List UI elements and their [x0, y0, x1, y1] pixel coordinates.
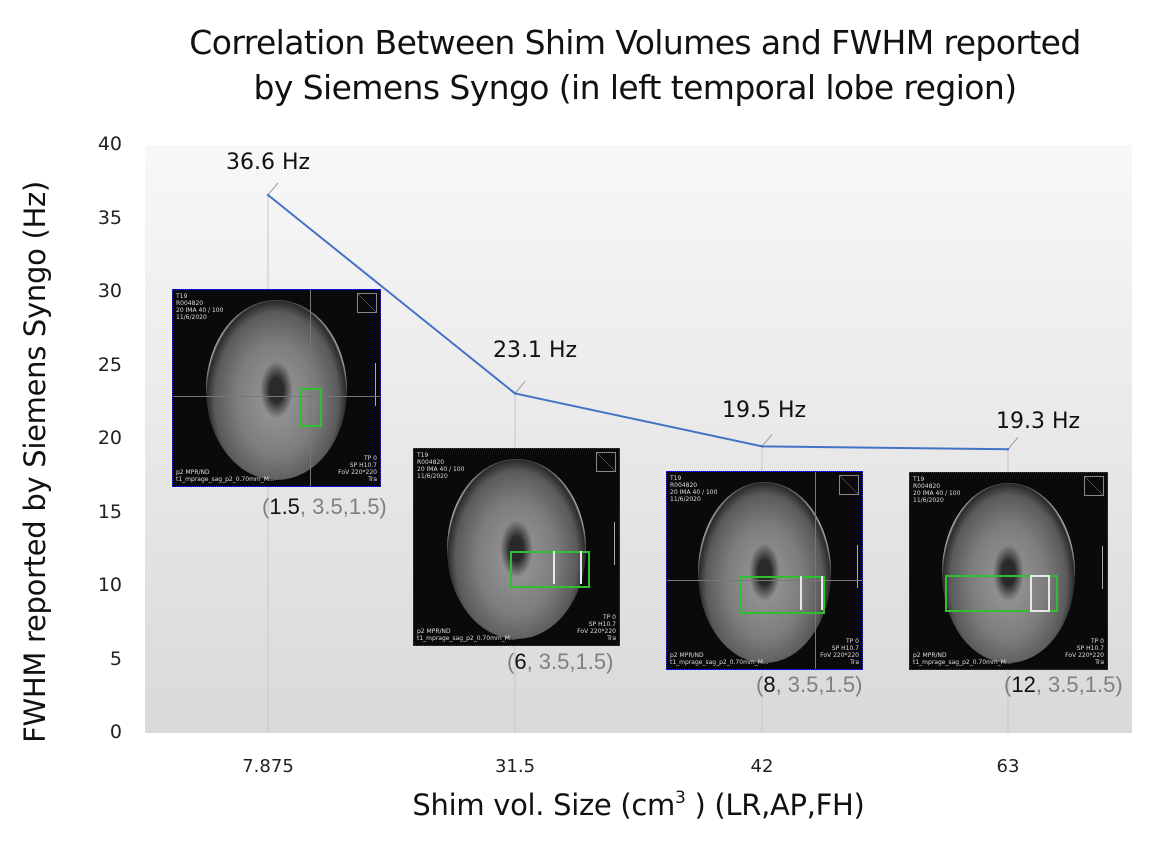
shim-lr-dimension: 8 — [763, 672, 776, 697]
data-point — [760, 445, 764, 448]
orientation-corner-icon — [839, 475, 859, 495]
scan-footer-left-text: p2 MPR/ND t1_mprage_sag_p2_0.70mm_M... — [670, 652, 769, 666]
scale-bar — [369, 362, 376, 406]
shim-ap-fh-dimensions: , 3.5,1.5) — [526, 649, 614, 674]
crosshair-horizontal — [173, 395, 380, 397]
ventricles — [992, 543, 1025, 603]
data-label: 23.1 Hz — [492, 338, 578, 364]
shim-dimension-label: (12, 3.5,1.5) — [1004, 672, 1123, 697]
scan-footer-right-text: TP 0 SP H10.7 FoV 220*220 Tra — [820, 638, 859, 666]
shim-lr-dimension: 6 — [514, 649, 527, 674]
chart-title-line-1: Correlation Between Shim Volumes and FWH… — [189, 23, 1081, 62]
data-label-leader-line — [514, 381, 526, 394]
mri-inset-image: T19 R004820 20 IMA 40 / 100 11/6/2020 p2 MPR… — [172, 289, 381, 487]
y-tick-label: 5 — [109, 647, 122, 670]
x-axis-label-suffix: ) (LR,AP,FH) — [685, 788, 865, 822]
shim-ap-fh-dimensions: , 3.5,1.5) — [1035, 672, 1123, 697]
series-line-fwhm — [267, 194, 1009, 451]
x-tick-label: 31.5 — [494, 756, 536, 777]
x-axis-label: Shim vol. Size (cm3 ) (LR,AP,FH) — [145, 788, 1132, 822]
shim-lr-dimension: 12 — [1011, 672, 1036, 697]
x-tick-label: 7.875 — [242, 756, 294, 777]
shim-volume-box — [739, 576, 826, 614]
scan-header-text: T19 R004820 20 IMA 40 / 100 11/6/2020 — [913, 476, 961, 504]
mri-inset-image: T19 R004820 20 IMA 40 / 100 11/6/2020 p2 MPR… — [666, 471, 863, 670]
y-tick-label: 40 — [97, 133, 122, 155]
shim-lr-dimension: 1.5 — [269, 494, 300, 519]
y-tick-label: 30 — [97, 280, 122, 302]
mri-inset-image: T19 R004820 20 IMA 40 / 100 11/6/2020 p2 MPR… — [413, 448, 620, 646]
x-tick-label: 63 — [996, 756, 1020, 777]
scan-header-text: T19 R004820 20 IMA 40 / 100 11/6/2020 — [417, 452, 465, 480]
y-tick-label: 15 — [97, 500, 122, 523]
ventricles — [500, 519, 533, 579]
data-label-leader-line — [267, 182, 279, 196]
scale-bar — [608, 521, 615, 565]
voxel-box — [1030, 574, 1050, 613]
y-tick-label: 10 — [97, 574, 122, 596]
x-axis-label-superscript: 3 — [675, 788, 686, 808]
shim-volume-box — [945, 574, 1058, 613]
scan-footer-left-text: p2 MPR/ND t1_mprage_sag_p2_0.70mm_M... — [417, 628, 516, 642]
x-axis-label-text: Shim vol. Size (cm — [412, 788, 675, 822]
scan-footer-left-text: p2 MPR/ND t1_mprage_sag_p2_0.70mm_M... — [913, 652, 1012, 666]
orientation-corner-icon — [1084, 476, 1104, 496]
data-label-leader-line — [1007, 436, 1019, 450]
data-label-leader-line — [761, 434, 773, 447]
y-tick-label: 35 — [97, 206, 122, 229]
shim-dimension-label: (6, 3.5,1.5) — [507, 649, 614, 674]
scan-footer-left-text: p2 MPR/ND t1_mprage_sag_p2_0.70mm_M... — [176, 469, 275, 483]
shim-dimension-label: (8, 3.5,1.5) — [756, 672, 863, 697]
scan-header-text: T19 R004820 20 IMA 40 / 100 11/6/2020 — [176, 293, 224, 321]
data-point — [266, 193, 270, 197]
shim-ap-fh-dimensions: , 3.5,1.5) — [775, 672, 863, 697]
shim-volume-box — [299, 388, 322, 428]
y-tick-label: 0 — [109, 721, 122, 743]
y-tick-label: 25 — [97, 353, 122, 376]
shim-dimension-label: (1.5, 3.5,1.5) — [262, 494, 387, 519]
orientation-corner-icon — [596, 452, 616, 472]
scan-footer-right-text: TP 0 SP H10.7 FoV 220*220 Tra — [577, 614, 616, 642]
orientation-corner-icon — [357, 293, 377, 313]
chart-title: Correlation Between Shim Volumes and FWH… — [130, 20, 1140, 110]
shim-ap-fh-dimensions: , 3.5,1.5) — [299, 494, 387, 519]
scale-bar — [851, 544, 858, 589]
data-point — [513, 392, 517, 395]
ventricles — [259, 360, 294, 420]
voxel-box — [799, 576, 824, 610]
data-point — [1006, 448, 1010, 451]
voxel-box — [553, 550, 582, 585]
data-label: 36.6 Hz — [225, 149, 311, 175]
ventricles — [748, 542, 781, 602]
chart-title-line-2: by Siemens Syngo (in left temporal lobe … — [253, 68, 1018, 107]
x-tick-label: 42 — [750, 756, 774, 777]
data-label: 19.3 Hz — [995, 409, 1081, 435]
data-label: 19.5 Hz — [721, 398, 807, 424]
crosshair-horizontal — [667, 580, 862, 582]
mri-inset-image: T19 R004820 20 IMA 40 / 100 11/6/2020 p2 MPR… — [909, 472, 1108, 670]
scan-footer-right-text: TP 0 SP H10.7 FoV 220*220 Tra — [338, 455, 377, 483]
scan-header-text: T19 R004820 20 IMA 40 / 100 11/6/2020 — [670, 475, 718, 503]
scale-bar — [1096, 545, 1103, 589]
scan-footer-right-text: TP 0 SP H10.7 FoV 220*220 Tra — [1065, 638, 1104, 666]
shim-volume-box — [510, 550, 591, 589]
crosshair-vertical — [815, 472, 817, 669]
y-tick-label: 20 — [97, 427, 122, 449]
